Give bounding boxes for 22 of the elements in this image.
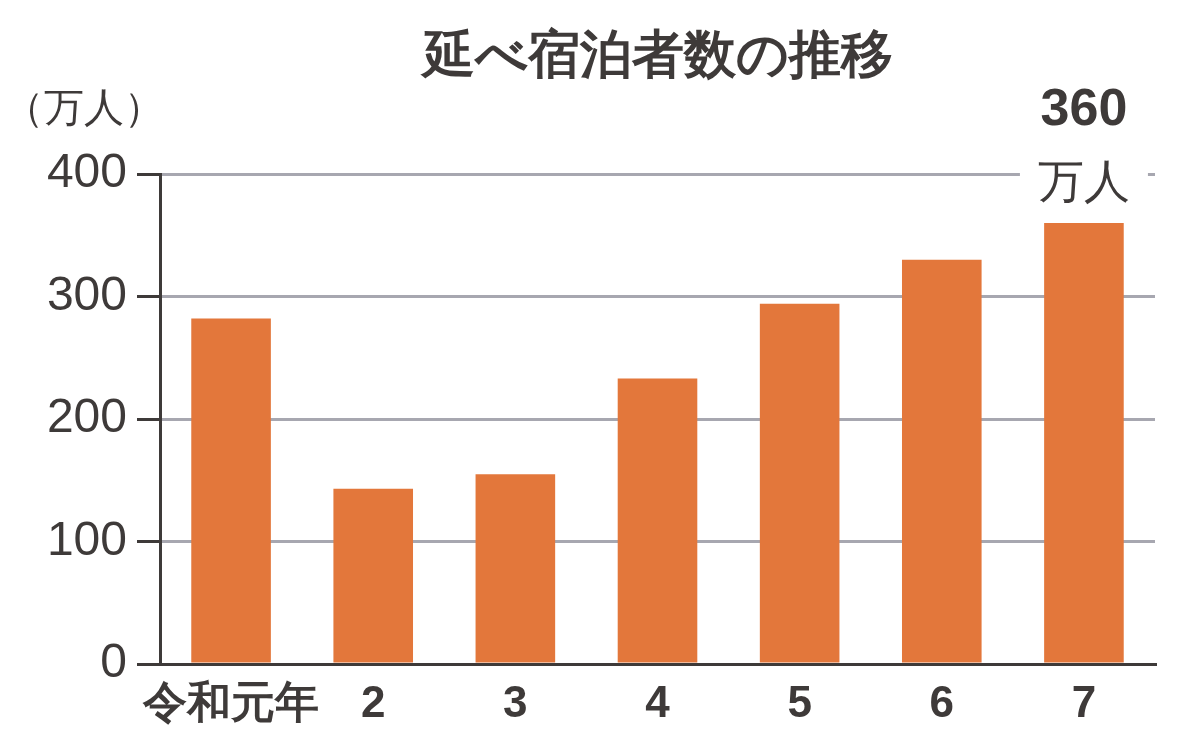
data-label: 360 万人 <box>1037 78 1130 207</box>
bar <box>901 259 982 663</box>
bar <box>333 488 414 663</box>
y-tick-label: 200 <box>46 389 127 443</box>
bar <box>475 474 556 663</box>
y-tick-label: 300 <box>46 266 127 320</box>
x-tick-label: 3 <box>503 676 528 726</box>
x-tick-label: 7 <box>1071 676 1097 726</box>
y-tick-label: 100 <box>46 511 127 565</box>
x-tick-label: 4 <box>645 676 671 726</box>
x-tick-label: 2 <box>360 676 386 726</box>
y-tick-label: 400 <box>46 144 127 198</box>
x-tick-label: 6 <box>929 676 955 726</box>
chart-title: 延べ宿泊者数の推移 <box>419 25 893 84</box>
bar <box>191 318 271 663</box>
y-tick-label: 0 <box>100 634 127 688</box>
y-axis-title: （万人） <box>4 85 164 130</box>
bar <box>1044 223 1124 663</box>
x-tick-label: 5 <box>787 676 812 726</box>
bar <box>759 303 840 663</box>
x-tick-label: 令和元年 <box>142 676 320 726</box>
bar <box>617 378 698 663</box>
